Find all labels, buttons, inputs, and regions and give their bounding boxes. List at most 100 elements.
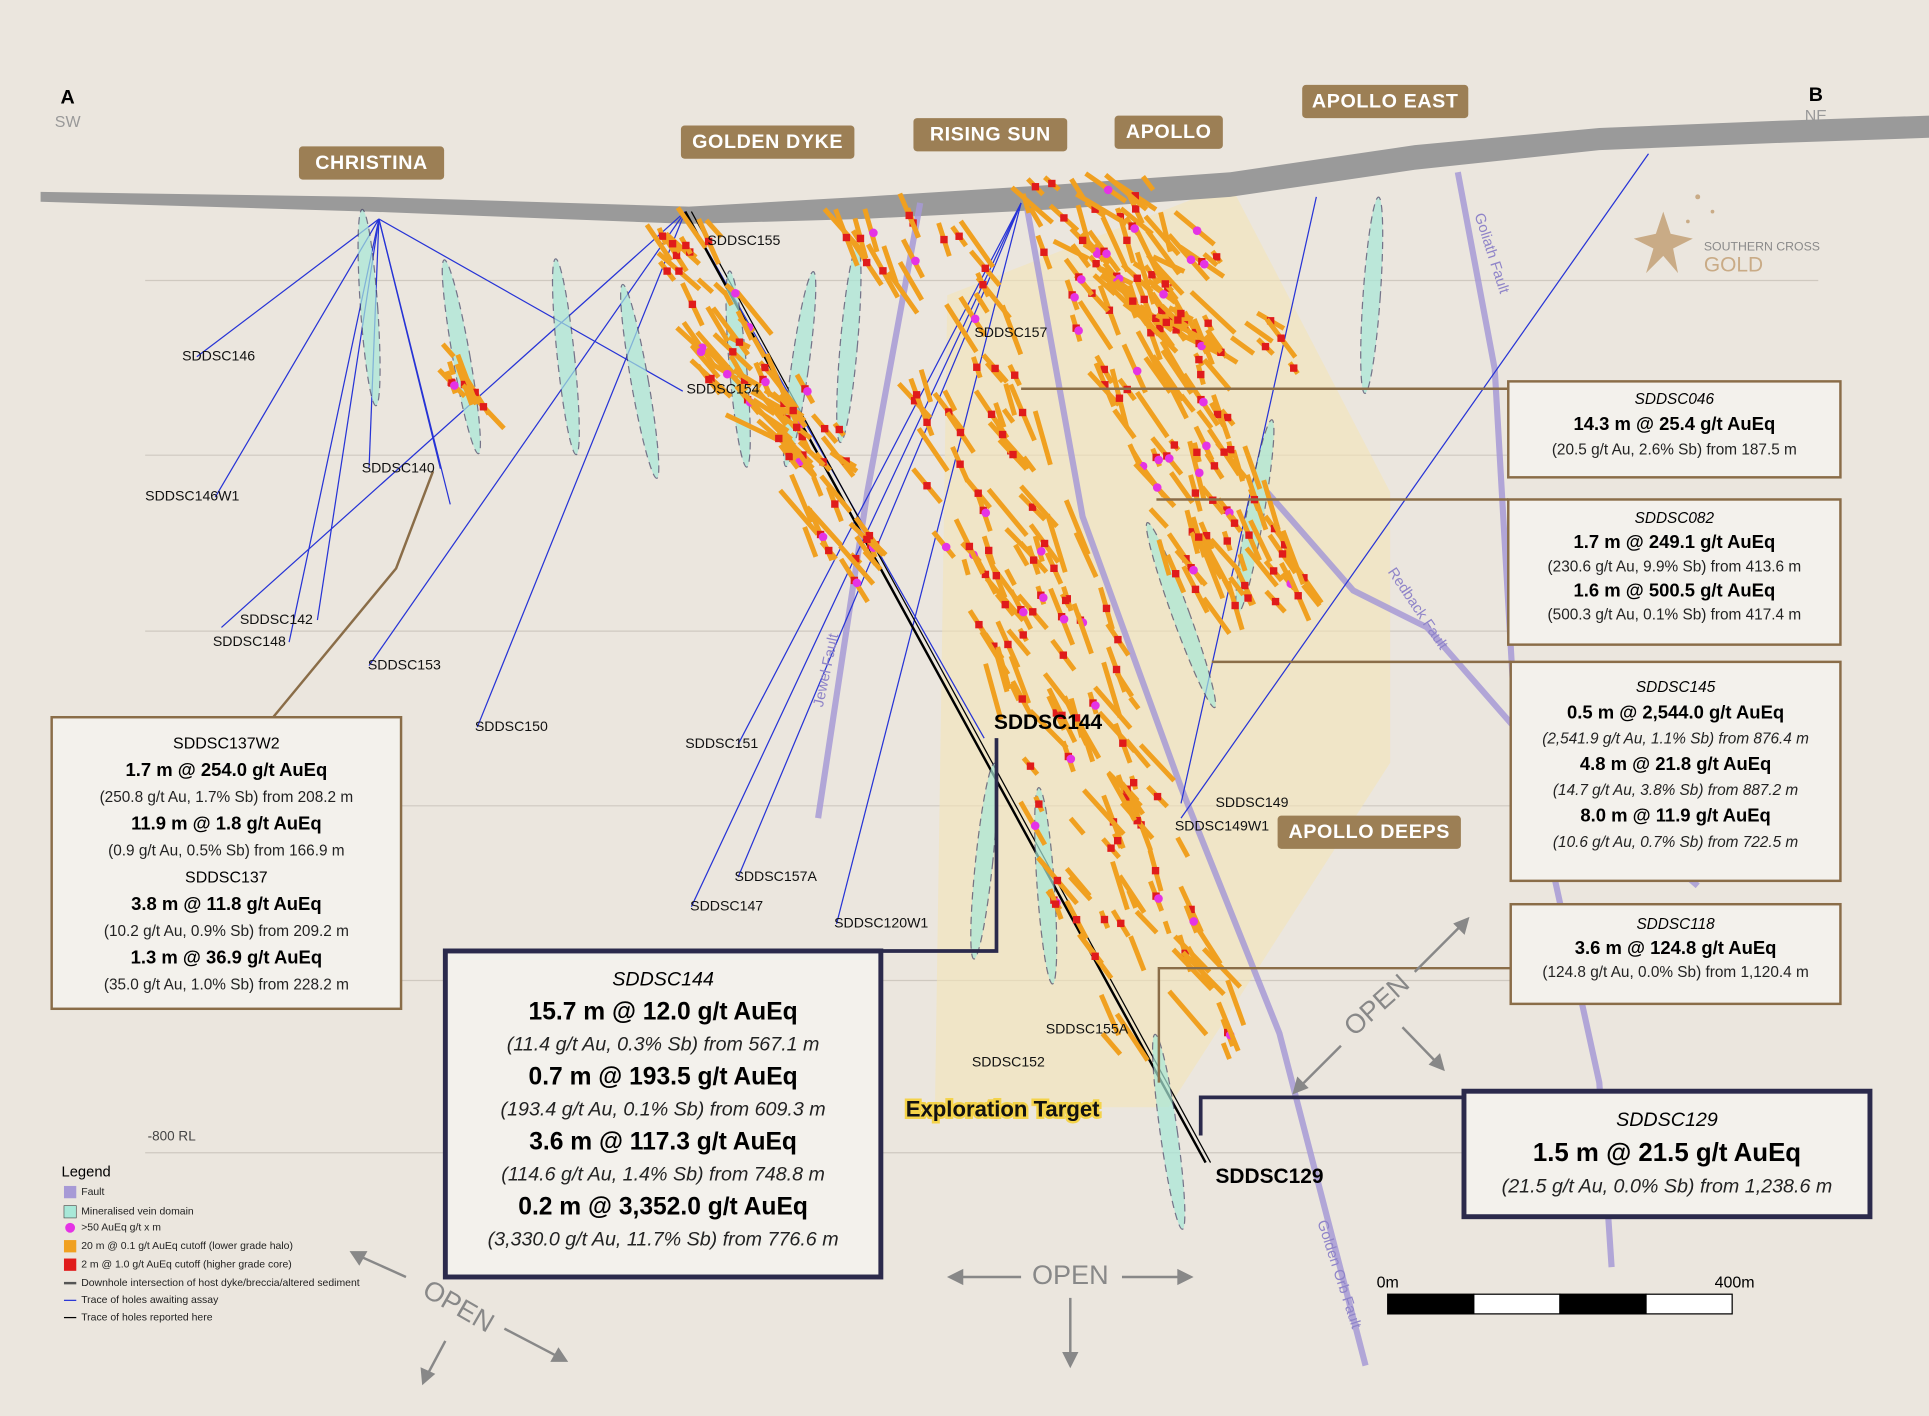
vein-core	[987, 410, 996, 419]
vein-halo	[1216, 1001, 1241, 1052]
vein-core	[825, 546, 833, 555]
vein-halo	[1209, 537, 1241, 573]
high-grade-point	[1091, 701, 1100, 710]
vein-halo	[1189, 290, 1237, 335]
vein-core	[658, 232, 667, 240]
vein-core	[1230, 519, 1239, 527]
vein-core	[735, 338, 744, 346]
vein-halo	[984, 361, 1005, 384]
prospect-box	[1302, 84, 1469, 119]
vein-core	[1029, 556, 1038, 564]
prospect-label: APOLLO EAST	[1312, 90, 1459, 112]
vein-halo	[1237, 553, 1248, 572]
vein-halo	[1070, 243, 1091, 269]
vein-core	[1050, 564, 1058, 572]
vein-domain	[970, 762, 999, 960]
vein-core	[1051, 900, 1060, 908]
prospect-label: CHRISTINA	[315, 152, 428, 174]
vein-core	[974, 489, 982, 497]
vein-halo	[961, 558, 971, 576]
vein-core	[985, 546, 993, 555]
vein-core	[1174, 316, 1182, 324]
vein-halo	[689, 343, 721, 379]
vein-halo	[1162, 920, 1172, 935]
callout-box	[1507, 380, 1842, 479]
high-grade-point	[852, 578, 862, 588]
callout-detail: (500.3 g/t Au, 0.1% Sb) from 417.4 m	[1548, 607, 1802, 624]
hole-label: SDDSC155A	[1046, 1020, 1129, 1036]
callout-hole: SDDSC046	[1635, 391, 1715, 408]
vein-halo	[1045, 513, 1068, 573]
vein-halo	[1101, 661, 1123, 719]
vein-core	[1177, 309, 1185, 318]
high-grade-point	[1070, 293, 1079, 302]
vein-halo	[1021, 455, 1037, 473]
vein-halo	[675, 206, 708, 250]
callout-detail: (124.8 g/t Au, 0.0% Sb) from 1,120.4 m	[1542, 964, 1808, 981]
callout-detail: (114.6 g/t Au, 1.4% Sb) from 748.8 m	[501, 1164, 825, 1186]
vein-core	[856, 234, 865, 243]
vein-halo	[916, 427, 950, 473]
vein-core	[1156, 324, 1164, 333]
vein-core	[879, 267, 887, 275]
vein-core	[1195, 533, 1203, 541]
hole-label: SDDSC154	[686, 381, 759, 397]
vein-core	[672, 251, 681, 260]
callout-hole: SDDSC145	[1636, 679, 1716, 696]
high-grade-point	[1189, 565, 1198, 575]
vein-halo	[766, 369, 799, 410]
high-grade-point	[1019, 607, 1028, 617]
prospect-label: APOLLO	[1126, 121, 1212, 143]
hole-label: SDDSC155	[707, 232, 780, 248]
vein-core	[1091, 205, 1099, 213]
vein-core	[1204, 319, 1212, 327]
vein-halo	[1104, 173, 1149, 212]
vein-halo	[1220, 1042, 1232, 1060]
vein-core	[1101, 381, 1109, 389]
vein-halo	[1202, 358, 1233, 392]
vein-core	[1018, 695, 1026, 703]
legend-item: Trace of holes reported here	[81, 1312, 213, 1323]
vein-halo	[881, 245, 899, 284]
vein-core	[923, 482, 931, 490]
vein-core	[663, 267, 671, 275]
vein-core	[1129, 297, 1137, 305]
vein-core	[1164, 313, 1173, 321]
vein-halo	[1100, 215, 1130, 273]
vein-halo	[1068, 816, 1086, 836]
vein-core	[1107, 844, 1115, 852]
high-grade-point	[722, 369, 732, 379]
vein-core	[1004, 640, 1012, 649]
vein-halo	[838, 544, 876, 586]
vein-halo	[782, 431, 818, 478]
vein-core	[1161, 280, 1169, 288]
vein-domain	[782, 270, 817, 468]
vein-core	[1059, 651, 1068, 659]
vein-halo	[711, 306, 751, 357]
scale-end: 400m	[1715, 1274, 1755, 1291]
vein-halo	[811, 475, 824, 497]
callout-detail: (250.8 g/t Au, 1.7% Sb) from 208.2 m	[100, 789, 354, 806]
vein-halo	[1198, 533, 1232, 589]
high-grade-point	[1077, 275, 1086, 284]
callout-box	[1509, 660, 1842, 883]
prospect-box	[1277, 815, 1461, 849]
vein-core	[1212, 253, 1221, 261]
vein-core	[1040, 248, 1048, 256]
prospect-box	[1114, 115, 1223, 149]
vein-halo	[1148, 507, 1169, 529]
vein-halo	[440, 342, 456, 359]
vein-halo	[1003, 383, 1017, 416]
vein-halo	[1064, 867, 1092, 898]
vein-core	[990, 642, 998, 650]
legend-title: Legend	[62, 1164, 111, 1180]
vein-halo	[1228, 575, 1246, 597]
vein-core	[1115, 394, 1124, 402]
vein-core	[1122, 793, 1130, 801]
vein-halo	[1242, 445, 1263, 490]
high-grade-point	[1225, 508, 1234, 517]
sddsc129-trace	[690, 211, 1212, 1163]
vein-halo	[1106, 772, 1138, 822]
high-grade-point	[869, 228, 878, 238]
high-grade-point	[1159, 289, 1168, 299]
